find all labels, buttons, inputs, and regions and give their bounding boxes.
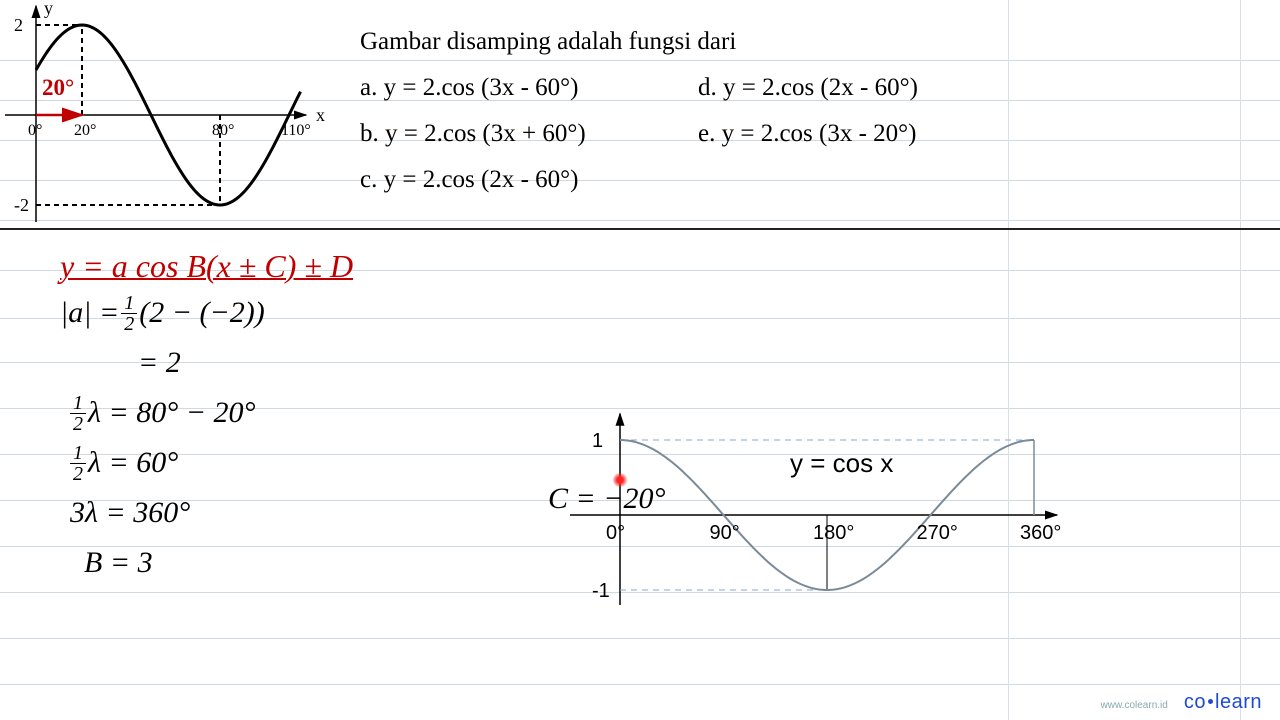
svg-text:-2: -2 — [14, 195, 29, 215]
work-step: = 2 — [60, 341, 1280, 385]
brand-text-b: learn — [1215, 691, 1262, 713]
brand-text-a: co — [1184, 691, 1206, 713]
svg-text:0°: 0° — [606, 522, 625, 544]
general-formula: y = a cos B(x ± C) ± D — [60, 248, 1280, 285]
brand-dot-icon — [1208, 699, 1213, 704]
option-b: b. y = 2.cos (3x + 60°) — [360, 114, 690, 154]
svg-text:x: x — [316, 105, 325, 125]
brand-logo: www.colearn.id colearn — [1101, 691, 1262, 714]
svg-text:1: 1 — [592, 430, 603, 452]
svg-text:360°: 360° — [1020, 522, 1061, 544]
option-a: a. y = 2.cos (3x - 60°) — [360, 68, 690, 108]
svg-text:80°: 80° — [212, 122, 234, 139]
svg-text:y = cos x: y = cos x — [790, 448, 893, 478]
svg-text:110°: 110° — [281, 122, 311, 139]
top-section: x y 0° 20° 80° 110° 2 -2 20° Gambar disamping ad… — [0, 0, 1280, 230]
svg-text:2: 2 — [14, 15, 23, 35]
question-options: a. y = 2.cos (3x - 60°)d. y = 2.cos (2x … — [360, 68, 1270, 200]
option-e: e. y = 2.cos (3x - 20°) — [698, 114, 1270, 154]
question-text-block: Gambar disamping adalah fungsi dari a. y… — [340, 0, 1280, 228]
svg-text:270°: 270° — [917, 522, 958, 544]
work-step: |a| = 12(2 − (−2)) — [60, 291, 1280, 335]
brand-url: www.colearn.id — [1101, 700, 1168, 711]
question-graph-svg: x y 0° 20° 80° 110° 2 -2 20° — [0, 0, 340, 230]
svg-text:90°: 90° — [710, 522, 740, 544]
option-c: c. y = 2.cos (2x - 60°) — [360, 160, 690, 200]
highlight-dot — [613, 473, 627, 487]
svg-text:0°: 0° — [28, 122, 42, 139]
cosine-reference-graph: 0° 90° 180° 270° 360° 1 -1 y = cos x — [560, 400, 1080, 630]
svg-text:20°: 20° — [74, 122, 96, 139]
svg-text:y: y — [44, 0, 53, 18]
question-title: Gambar disamping adalah fungsi dari — [360, 22, 1270, 62]
svg-text:-1: -1 — [592, 580, 610, 602]
cosine-graph-svg: 0° 90° 180° 270° 360° 1 -1 y = cos x — [560, 400, 1080, 630]
option-d: d. y = 2.cos (2x - 60°) — [698, 68, 1270, 108]
svg-text:180°: 180° — [813, 522, 854, 544]
question-graph: x y 0° 20° 80° 110° 2 -2 20° — [0, 0, 340, 228]
svg-text:20°: 20° — [42, 75, 74, 100]
